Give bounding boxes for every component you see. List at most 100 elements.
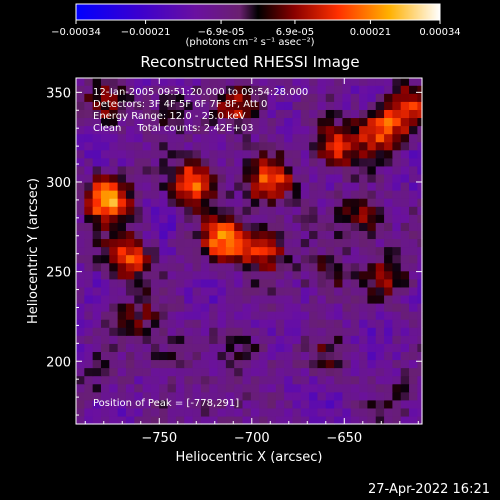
- heatmap-cell: [134, 302, 144, 312]
- heatmap-cell: [250, 141, 260, 151]
- heatmap-cell: [350, 230, 360, 240]
- heatmap-cell: [342, 294, 352, 304]
- heatmap-cell: [275, 270, 285, 280]
- heatmap-cell: [317, 165, 327, 175]
- heatmap-cell: [117, 198, 127, 207]
- heatmap-cell: [409, 157, 418, 167]
- heatmap-cell: [259, 157, 269, 167]
- heatmap-cell: [175, 335, 185, 344]
- heatmap-cell: [76, 335, 85, 344]
- heatmap-cell: [309, 101, 319, 110]
- heatmap-cell: [325, 117, 335, 127]
- heatmap-cell: [400, 101, 410, 110]
- heatmap-cell: [417, 343, 423, 352]
- heatmap-cell: [134, 254, 144, 264]
- heatmap-cell: [317, 319, 327, 328]
- heatmap-cell: [242, 262, 252, 272]
- heatmap-cell: [184, 286, 194, 296]
- heatmap-cell: [342, 109, 352, 119]
- heatmap-cell: [309, 165, 319, 175]
- heatmap-cell: [400, 222, 410, 231]
- heatmap-cell: [325, 101, 335, 110]
- heatmap-cell: [117, 222, 127, 231]
- heatmap-cell: [134, 149, 144, 159]
- heatmap-cell: [117, 78, 127, 86]
- heatmap-cell: [134, 206, 144, 215]
- heatmap-cell: [125, 141, 135, 151]
- heatmap-cell: [159, 109, 169, 119]
- heatmap-cell: [359, 270, 369, 280]
- heatmap-cell: [309, 327, 319, 336]
- heatmap-cell: [84, 149, 94, 159]
- heatmap-cell: [84, 294, 94, 304]
- heatmap-cell: [184, 270, 194, 280]
- heatmap-cell: [250, 117, 260, 127]
- y-tick-label: 200: [46, 355, 71, 370]
- heatmap-cell: [267, 335, 277, 344]
- heatmap-cell: [300, 383, 310, 393]
- heatmap-cell: [342, 375, 352, 385]
- heatmap-cell: [109, 222, 119, 231]
- heatmap-cell: [242, 133, 252, 143]
- heatmap-cell: [409, 278, 418, 288]
- heatmap-cell: [100, 270, 110, 280]
- heatmap-cell: [275, 262, 285, 272]
- heatmap-cell: [409, 407, 418, 417]
- heatmap-cell: [225, 327, 235, 336]
- heatmap-cell: [117, 270, 127, 280]
- heatmap-cell: [375, 117, 385, 127]
- heatmap-cell: [234, 359, 244, 369]
- heatmap-cell: [175, 173, 185, 183]
- heatmap-cell: [292, 165, 302, 175]
- heatmap-cell: [209, 359, 219, 369]
- heatmap-cell: [192, 343, 202, 352]
- heatmap-cell: [117, 149, 127, 159]
- heatmap-cell: [242, 278, 252, 288]
- heatmap-cell: [350, 391, 360, 401]
- heatmap-cell: [259, 383, 269, 393]
- heatmap-cell: [76, 286, 85, 296]
- heatmap-cell: [359, 359, 369, 369]
- heatmap-cell: [100, 302, 110, 312]
- heatmap-cell: [284, 141, 294, 151]
- heatmap-cell: [400, 286, 410, 296]
- heatmap-cell: [76, 367, 85, 377]
- heatmap-cell: [384, 93, 393, 102]
- heatmap-cell: [225, 407, 235, 417]
- heatmap-cell: [217, 214, 227, 223]
- heatmap-cell: [334, 238, 344, 248]
- heatmap-cell: [134, 335, 144, 344]
- heatmap-cell: [384, 246, 393, 256]
- heatmap-cell: [192, 278, 202, 288]
- heatmap-cell: [142, 351, 152, 361]
- heatmap-cell: [284, 117, 294, 127]
- heatmap-cell: [384, 117, 393, 127]
- heatmap-cell: [242, 319, 252, 328]
- heatmap-cell: [350, 302, 360, 312]
- heatmap-cell: [292, 415, 302, 425]
- heatmap-cell: [125, 415, 135, 425]
- heatmap-cell: [184, 359, 194, 369]
- heatmap-cell: [267, 367, 277, 377]
- heatmap-cell: [400, 351, 410, 361]
- heatmap-cell: [92, 222, 102, 231]
- heatmap-cell: [184, 262, 194, 272]
- heatmap-cell: [334, 407, 344, 417]
- heatmap-cell: [375, 141, 385, 151]
- heatmap-cell: [367, 343, 377, 352]
- heatmap-cell: [125, 173, 135, 183]
- heatmap-cell: [400, 173, 410, 183]
- heatmap-cell: [84, 230, 94, 240]
- heatmap-cell: [259, 85, 269, 94]
- heatmap-cell: [342, 198, 352, 207]
- heatmap-cell: [284, 238, 294, 248]
- heatmap-cell: [300, 230, 310, 240]
- heatmap-cell: [192, 375, 202, 385]
- heatmap-cell: [317, 238, 327, 248]
- heatmap-cell: [167, 254, 177, 264]
- heatmap-cell: [267, 93, 277, 102]
- heatmap-cell: [167, 109, 177, 119]
- heatmap-cell: [342, 78, 352, 86]
- heatmap-cell: [325, 198, 335, 207]
- heatmap-cell: [392, 286, 402, 296]
